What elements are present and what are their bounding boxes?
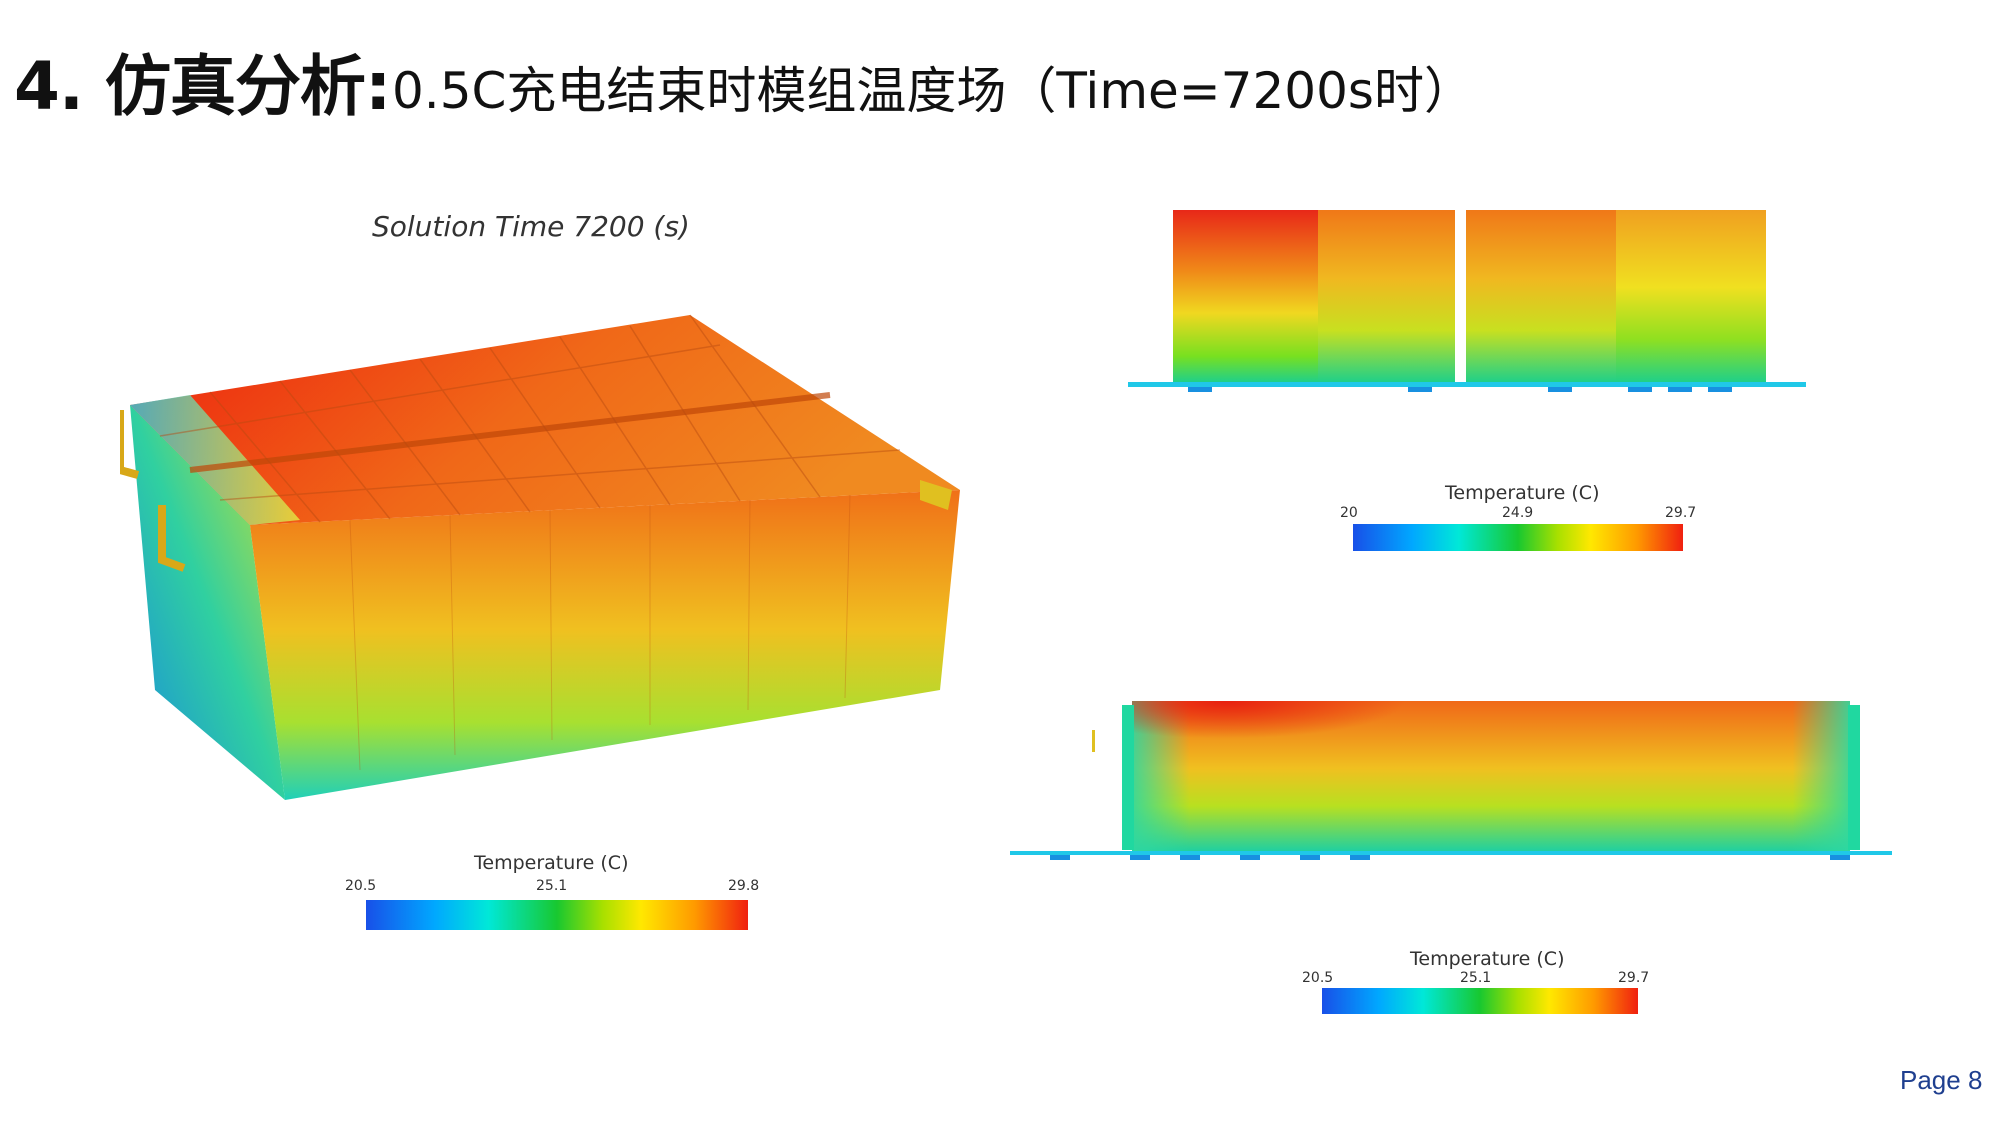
module-side-view-top bbox=[1128, 210, 1806, 392]
page-number: Page 8 bbox=[1900, 1065, 1983, 1095]
legend-1-min: 20.5 bbox=[345, 878, 377, 894]
legend-1-max: 29.8 bbox=[728, 878, 760, 894]
legend-1-colorbar bbox=[366, 900, 748, 930]
section-title: 4. 仿真分析: bbox=[14, 48, 391, 125]
solution-time-caption: Solution Time 7200 (s) bbox=[372, 210, 690, 243]
module-3d-thermal-view bbox=[120, 314, 960, 800]
legend-3-max: 29.7 bbox=[1618, 970, 1650, 986]
legend-2-max: 29.7 bbox=[1665, 505, 1697, 521]
legend-3-colorbar bbox=[1322, 988, 1638, 1014]
slide-subtitle: 0.5C充电结束时模组温度场（Time=7200s时） bbox=[392, 62, 1474, 120]
legend-2-min: 20 bbox=[1340, 505, 1358, 521]
legend-3-min: 20.5 bbox=[1302, 970, 1334, 986]
legend-2-colorbar bbox=[1353, 524, 1683, 551]
legend-1-mid: 25.1 bbox=[536, 878, 568, 894]
legend-3-title: Temperature (C) bbox=[1410, 948, 1565, 970]
legend-3-mid: 25.1 bbox=[1460, 970, 1492, 986]
legend-2-title: Temperature (C) bbox=[1445, 482, 1600, 504]
legend-1-title: Temperature (C) bbox=[474, 852, 629, 874]
module-front-view-bottom bbox=[1010, 701, 1892, 860]
legend-2-mid: 24.9 bbox=[1502, 505, 1534, 521]
